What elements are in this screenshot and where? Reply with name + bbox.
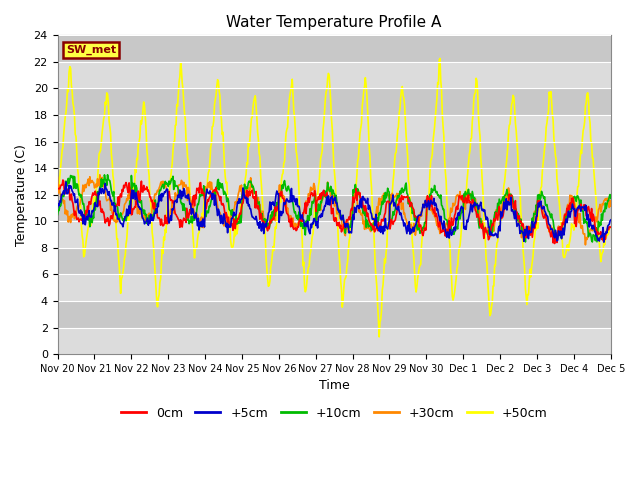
+50cm xyxy=(607,225,614,230)
Bar xyxy=(58,62,611,88)
+30cm xyxy=(403,216,410,222)
+30cm xyxy=(607,203,614,209)
+30cm xyxy=(64,208,72,214)
+50cm xyxy=(375,334,383,340)
0cm xyxy=(403,194,410,200)
+10cm xyxy=(403,180,410,186)
+50cm xyxy=(436,56,444,61)
+50cm xyxy=(120,255,128,261)
Y-axis label: Temperature (C): Temperature (C) xyxy=(15,144,28,246)
+50cm xyxy=(403,133,410,139)
Line: +10cm: +10cm xyxy=(58,175,611,242)
Bar xyxy=(58,36,611,62)
Bar xyxy=(58,248,611,275)
Line: +5cm: +5cm xyxy=(58,182,611,242)
+10cm xyxy=(419,228,426,234)
+5cm xyxy=(122,214,129,220)
+10cm xyxy=(64,181,72,187)
Bar xyxy=(58,168,611,195)
+50cm xyxy=(54,195,61,201)
0cm xyxy=(54,186,61,192)
+5cm xyxy=(65,190,72,196)
Bar xyxy=(58,115,611,142)
0cm xyxy=(207,192,214,197)
+30cm xyxy=(419,204,426,210)
0cm xyxy=(419,231,426,237)
Bar xyxy=(58,142,611,168)
+5cm xyxy=(607,217,614,223)
+5cm xyxy=(207,190,214,196)
+5cm xyxy=(419,207,426,213)
Bar xyxy=(58,221,611,248)
+50cm xyxy=(177,60,184,65)
Legend: 0cm, +5cm, +10cm, +30cm, +50cm: 0cm, +5cm, +10cm, +30cm, +50cm xyxy=(116,402,552,425)
+30cm xyxy=(122,201,129,206)
Bar xyxy=(58,88,611,115)
+10cm xyxy=(177,201,185,206)
Bar xyxy=(58,275,611,301)
+10cm xyxy=(207,200,214,206)
+50cm xyxy=(206,159,214,165)
+50cm xyxy=(64,86,72,92)
+30cm xyxy=(96,172,104,178)
Line: +50cm: +50cm xyxy=(58,59,611,337)
0cm xyxy=(122,182,129,188)
Title: Water Temperature Profile A: Water Temperature Profile A xyxy=(227,15,442,30)
+30cm xyxy=(582,242,589,248)
+30cm xyxy=(177,178,185,183)
0cm xyxy=(177,222,185,228)
Line: 0cm: 0cm xyxy=(58,180,611,243)
+10cm xyxy=(589,239,596,245)
0cm xyxy=(65,189,72,194)
+30cm xyxy=(207,187,214,192)
Text: SW_met: SW_met xyxy=(66,45,116,55)
+30cm xyxy=(54,174,61,180)
+10cm xyxy=(54,212,61,217)
0cm xyxy=(59,177,67,183)
Bar xyxy=(58,195,611,221)
X-axis label: Time: Time xyxy=(319,379,349,392)
Bar xyxy=(58,301,611,327)
+5cm xyxy=(62,179,70,185)
0cm xyxy=(551,240,559,246)
+5cm xyxy=(403,227,410,232)
0cm xyxy=(607,224,614,230)
Bar xyxy=(58,327,611,354)
+5cm xyxy=(177,196,185,202)
+10cm xyxy=(104,172,111,178)
+5cm xyxy=(54,205,61,211)
+5cm xyxy=(600,239,608,245)
+50cm xyxy=(419,233,426,239)
+10cm xyxy=(607,195,614,201)
Line: +30cm: +30cm xyxy=(58,175,611,245)
+10cm xyxy=(122,214,129,219)
